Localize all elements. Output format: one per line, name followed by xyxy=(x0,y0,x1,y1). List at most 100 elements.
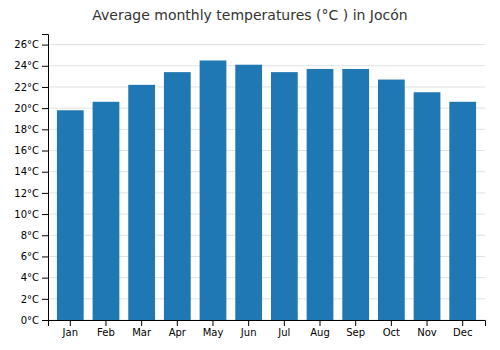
tick-mark xyxy=(42,45,48,46)
tick: Jun xyxy=(240,320,257,338)
bar xyxy=(164,72,191,320)
tick: 20°C xyxy=(14,103,48,114)
grid-line xyxy=(48,44,485,45)
tick-label: 4°C xyxy=(21,272,39,283)
bar xyxy=(342,69,369,320)
tick: 12°C xyxy=(14,188,48,199)
tick-label: 2°C xyxy=(21,294,39,305)
bar xyxy=(128,85,155,320)
bar xyxy=(57,110,84,320)
tick-label: 14°C xyxy=(14,166,39,177)
tick-mark xyxy=(212,320,213,326)
bar xyxy=(414,92,441,320)
tick: Aug xyxy=(310,320,330,338)
tick-label: Aug xyxy=(310,327,330,338)
tick-mark xyxy=(177,320,178,326)
tick: 14°C xyxy=(14,166,48,177)
tick-label: 24°C xyxy=(14,60,39,71)
tick-mark xyxy=(42,193,48,194)
grid-line xyxy=(48,86,485,87)
tick: Feb xyxy=(97,320,115,338)
tick: Mar xyxy=(132,320,152,338)
tick-mark xyxy=(42,87,48,88)
tick-mark xyxy=(320,320,321,326)
tick-label: Nov xyxy=(417,327,437,338)
tick-label: 10°C xyxy=(14,209,39,220)
tick: 16°C xyxy=(14,145,48,156)
bar xyxy=(200,60,227,320)
tick: 22°C xyxy=(14,82,48,93)
tick: Jul xyxy=(277,320,290,338)
tick: Sep xyxy=(346,320,365,338)
tick-label: Feb xyxy=(97,327,115,338)
tick-mark xyxy=(42,299,48,300)
bar xyxy=(93,102,120,320)
tick-label: Apr xyxy=(169,327,187,338)
tick: 8°C xyxy=(21,230,48,241)
tick-mark xyxy=(42,235,48,236)
tick: 26°C xyxy=(14,39,48,50)
tick-mark xyxy=(284,320,285,326)
tick-mark xyxy=(42,66,48,67)
tick: May xyxy=(203,320,224,338)
tick-mark xyxy=(42,320,48,321)
tick: Dec xyxy=(453,320,472,338)
tick-label: Oct xyxy=(383,327,400,338)
tick-label: Dec xyxy=(453,327,472,338)
tick-label: 8°C xyxy=(21,230,39,241)
tick-label: Sep xyxy=(346,327,365,338)
tick-mark xyxy=(42,151,48,152)
tick-mark xyxy=(70,320,71,326)
tick: 24°C xyxy=(14,60,48,71)
tick: Jan xyxy=(62,320,78,338)
tick-mark xyxy=(355,320,356,326)
tick-mark xyxy=(42,214,48,215)
tick-label: 12°C xyxy=(14,188,39,199)
grid-line xyxy=(48,65,485,66)
tick-mark xyxy=(42,278,48,279)
tick-label: 0°C xyxy=(21,315,39,326)
tick: 18°C xyxy=(14,124,48,135)
tick: 10°C xyxy=(14,209,48,220)
x-axis: Jan Feb Mar Apr May Jun Jul Aug Sep Oct Nov Dec xyxy=(49,320,486,338)
tick: 6°C xyxy=(21,251,48,262)
tick-mark xyxy=(42,129,48,130)
tick-mark xyxy=(42,108,48,109)
tick-label: 18°C xyxy=(14,124,39,135)
tick-label: Jan xyxy=(62,327,78,338)
bar xyxy=(235,65,262,320)
bar xyxy=(378,80,405,320)
tick-mark xyxy=(42,172,48,173)
bar xyxy=(449,102,476,320)
tick-mark xyxy=(462,320,463,326)
bar xyxy=(271,72,298,320)
tick: Nov xyxy=(417,320,437,338)
tick: 4°C xyxy=(21,272,48,283)
tick-label: 6°C xyxy=(21,251,39,262)
chart: Average monthly temperatures (°C ) in Jo… xyxy=(0,0,500,350)
axis-line xyxy=(42,35,49,321)
tick-mark xyxy=(42,256,48,257)
tick-label: 20°C xyxy=(14,103,39,114)
tick-label: Jul xyxy=(277,327,290,338)
bar xyxy=(307,69,334,320)
tick-label: 22°C xyxy=(14,82,39,93)
tick-mark xyxy=(248,320,249,326)
tick-mark xyxy=(391,320,392,326)
tick: 2°C xyxy=(21,294,48,305)
tick-label: May xyxy=(203,327,224,338)
title: Average monthly temperatures (°C ) in Jo… xyxy=(92,7,407,23)
axis-line xyxy=(49,321,486,327)
plot: 0°C 2°C 4°C 6°C 8°C 10°C 12°C 14°C 16°C 18°C 20°C 2… xyxy=(14,35,485,339)
tick: Apr xyxy=(169,320,187,338)
tick: Oct xyxy=(383,320,400,338)
grid xyxy=(48,45,485,320)
tick-label: 16°C xyxy=(14,145,39,156)
tick-mark xyxy=(105,320,106,326)
y-axis: 0°C 2°C 4°C 6°C 8°C 10°C 12°C 14°C 16°C 18°C 20°C 2… xyxy=(14,35,48,326)
tick-mark xyxy=(427,320,428,326)
tick-label: Mar xyxy=(132,327,152,338)
tick-label: 26°C xyxy=(14,39,39,50)
tick: 0°C xyxy=(21,315,48,326)
tick-label: Jun xyxy=(240,327,257,338)
